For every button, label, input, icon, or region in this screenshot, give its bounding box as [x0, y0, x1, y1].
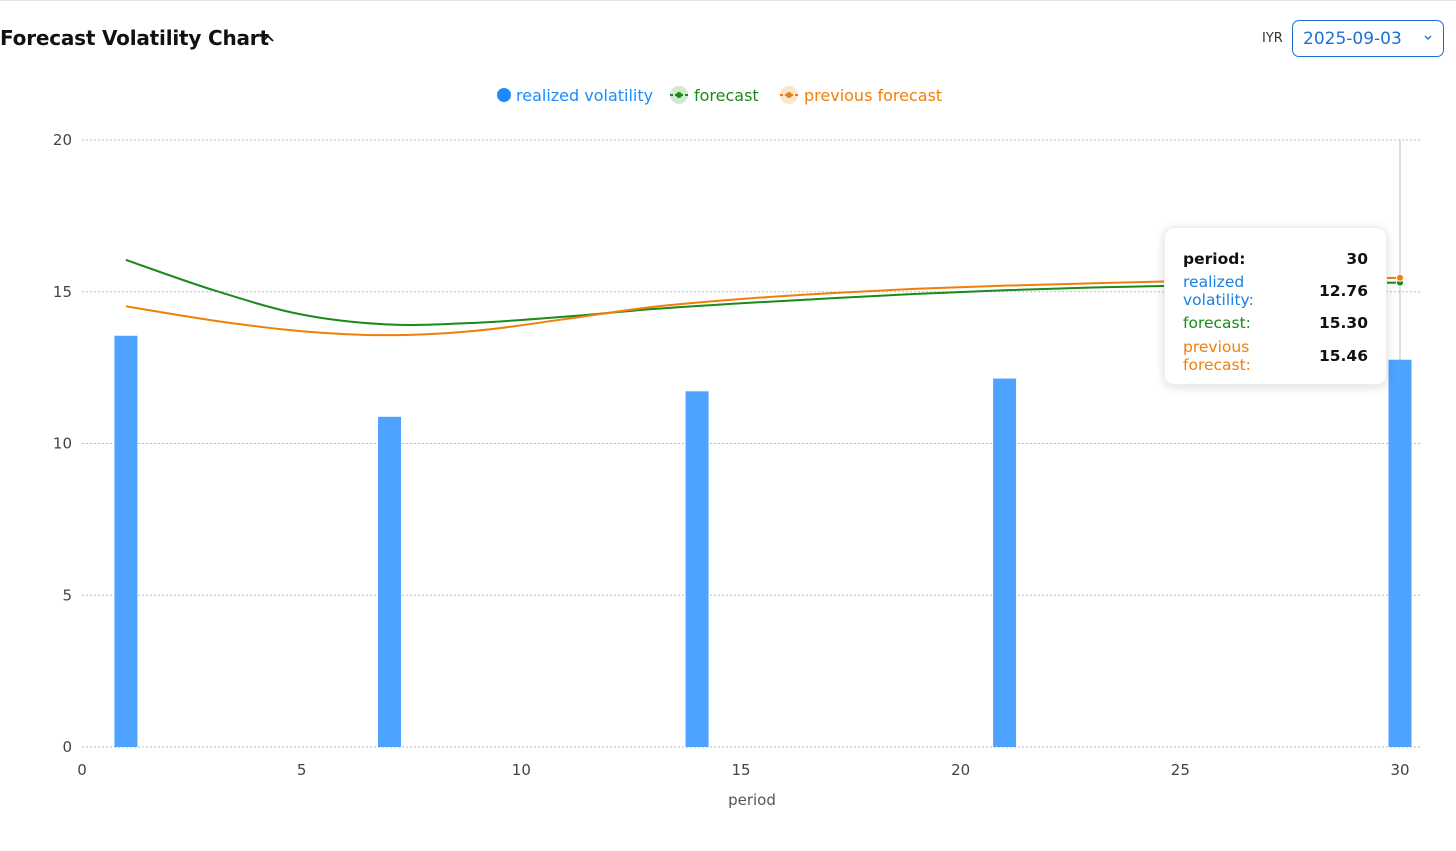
x-tick-label: 30 — [1390, 761, 1409, 779]
tooltip-row-previous: previous forecast: 15.46 — [1183, 338, 1368, 374]
tooltip-period-label: period: — [1183, 250, 1246, 268]
bar — [993, 378, 1017, 747]
axis-labels: 0 5 10 15 20 0 5 10 15 20 25 30 — [53, 131, 1410, 779]
legend-label-realized: realized volatility — [516, 85, 654, 105]
previous-forecast-hover-point — [1396, 273, 1404, 282]
x-axis-label: period — [728, 791, 776, 809]
chart-tooltip: period: 30 realized volatility: 12.76 fo… — [1164, 227, 1387, 385]
realized-dot-icon — [497, 88, 511, 102]
x-tick-label: 0 — [77, 761, 87, 779]
collapse-button[interactable] — [256, 27, 280, 51]
y-tick-label: 15 — [53, 283, 72, 301]
forecast-line-icon — [670, 86, 688, 104]
x-tick-label: 5 — [297, 761, 307, 779]
legend-item-previous[interactable]: previous forecast — [779, 82, 942, 108]
date-select[interactable]: 2025-09-03 — [1292, 20, 1444, 57]
bar-series — [114, 335, 1412, 747]
y-tick-label: 0 — [62, 738, 72, 756]
tooltip-previous-value: 15.46 — [1318, 347, 1368, 365]
tooltip-forecast-value: 15.30 — [1318, 314, 1368, 332]
tooltip-row-period: period: 30 — [1183, 248, 1368, 270]
ticker-label: IYR — [1262, 31, 1283, 46]
x-tick-label: 10 — [512, 761, 531, 779]
top-divider — [0, 0, 1456, 1]
chevron-down-icon — [1424, 35, 1432, 40]
page-title: Forecast Volatility Chart — [0, 26, 269, 50]
x-tick-label: 15 — [731, 761, 750, 779]
chevron-up-icon — [262, 34, 274, 42]
bar — [685, 391, 709, 747]
date-select-value: 2025-09-03 — [1303, 28, 1402, 49]
tooltip-period-value: 30 — [1346, 250, 1368, 268]
chart-header: Forecast Volatility Chart IYR 2025-09-03 — [0, 20, 1456, 60]
y-tick-label: 10 — [53, 435, 72, 453]
tooltip-realized-value: 12.76 — [1318, 282, 1368, 300]
bar — [378, 416, 402, 747]
tooltip-previous-label: previous forecast: — [1183, 338, 1251, 374]
y-tick-label: 20 — [53, 131, 72, 149]
legend-item-forecast[interactable]: forecast — [669, 82, 759, 108]
legend-label-forecast: forecast — [694, 85, 759, 105]
tooltip-forecast-label: forecast: — [1183, 314, 1251, 332]
tooltip-row-realized: realized volatility: 12.76 — [1183, 273, 1368, 309]
legend-item-realized[interactable]: realized volatility — [497, 82, 653, 108]
x-tick-label: 25 — [1171, 761, 1190, 779]
legend-label-previous: previous forecast — [804, 85, 943, 105]
bar — [1388, 359, 1412, 747]
tooltip-realized-label: realized volatility: — [1183, 273, 1254, 309]
previous-forecast-line-icon — [780, 86, 798, 104]
chart-legend: realized volatility forecast previous fo… — [0, 82, 1456, 108]
x-tick-label: 20 — [951, 761, 970, 779]
tooltip-row-forecast: forecast: 15.30 — [1183, 312, 1368, 334]
y-tick-label: 5 — [62, 586, 72, 604]
bar — [114, 335, 138, 747]
